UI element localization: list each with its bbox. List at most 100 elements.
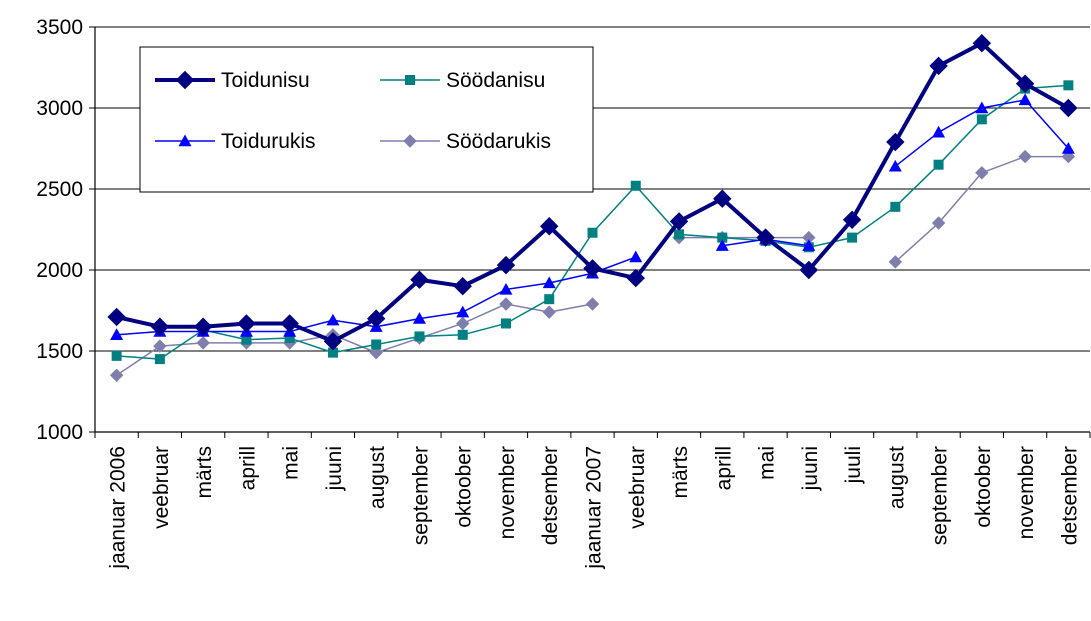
legend-item-Toidurukis: Toidurukis [155, 130, 316, 153]
y-tick-label: 1000 [36, 421, 83, 444]
data-point [457, 329, 468, 340]
data-point [542, 276, 556, 289]
data-point [669, 212, 689, 231]
data-point [150, 317, 170, 336]
y-tick-label: 3500 [36, 16, 83, 39]
data-point [154, 354, 165, 365]
series-layer [107, 33, 1078, 383]
data-point [196, 336, 210, 350]
legend: Toidunisu Söödanisu Toidurukis Söödarukis [139, 46, 594, 193]
data-point [410, 270, 429, 289]
series-line [116, 303, 593, 376]
data-point [802, 239, 816, 251]
data-point [369, 345, 383, 360]
data-point [1063, 80, 1074, 91]
data-point [326, 313, 340, 326]
y-tick-label: 1500 [36, 340, 83, 363]
x-tick-label: veebruar [626, 446, 649, 529]
data-point [587, 227, 598, 238]
data-point [847, 232, 858, 243]
data-point [499, 282, 513, 295]
x-tick-label: jaanuar 2006 [107, 446, 130, 570]
data-point [972, 33, 992, 53]
x-tick-label: juuni [799, 446, 822, 491]
data-point [717, 232, 728, 243]
legend-marker [405, 75, 415, 85]
x-tick-label: aprill [236, 446, 259, 490]
data-point [1061, 142, 1075, 154]
data-point [284, 333, 295, 344]
data-point [799, 260, 819, 280]
data-point [756, 228, 775, 247]
data-point [713, 189, 732, 208]
x-tick-label: märts [193, 446, 216, 499]
data-point [888, 255, 903, 269]
data-point [674, 229, 685, 240]
data-point [629, 250, 643, 263]
x-tick-label: detsember [1058, 446, 1081, 545]
data-point [715, 239, 729, 251]
legend-label: Toidurukis [221, 130, 316, 153]
data-point [453, 276, 472, 296]
data-point [193, 317, 213, 336]
data-point [626, 268, 645, 288]
data-point [886, 132, 905, 152]
data-point [585, 297, 600, 311]
data-point [540, 217, 559, 236]
x-tick-label: august [885, 446, 908, 509]
data-point [931, 216, 946, 230]
data-point [933, 159, 944, 170]
data-point [456, 305, 470, 318]
data-point [414, 331, 425, 342]
data-point [542, 305, 556, 319]
data-point [1015, 74, 1035, 93]
data-point [975, 101, 989, 114]
x-tick-label: mai [756, 446, 779, 480]
x-tick-label: detsember [539, 446, 562, 545]
data-point [371, 339, 382, 350]
x-tick-label: november [496, 446, 519, 539]
data-point [890, 201, 901, 212]
x-tick-label: oktoober [972, 446, 995, 528]
data-point [583, 259, 602, 278]
legend-item-Söödarukis: Söödarukis [380, 130, 551, 153]
data-point [241, 334, 252, 345]
x-tick-label: oktoober [453, 446, 476, 528]
data-point [932, 125, 946, 138]
data-point [323, 332, 343, 351]
legend-marker [175, 70, 195, 90]
data-point [630, 180, 641, 191]
y-axis-ticks: 1000 1500 2000 2500 3000 3500 [36, 16, 95, 444]
data-point [237, 314, 256, 333]
data-point [327, 347, 338, 358]
x-tick-label: november [1015, 446, 1038, 539]
data-point [496, 255, 516, 275]
data-point [366, 309, 386, 328]
data-point [280, 314, 299, 333]
data-point [1059, 98, 1078, 118]
data-point [500, 318, 511, 329]
data-point [110, 328, 124, 340]
data-point [888, 159, 902, 172]
y-tick-label: 2500 [36, 178, 83, 201]
x-tick-label: september [929, 446, 952, 545]
x-tick-label: september [409, 446, 432, 545]
data-point [107, 307, 126, 327]
y-tick-label: 3000 [36, 97, 83, 120]
y-tick-label: 2000 [36, 259, 83, 282]
x-tick-label: aprill [712, 446, 735, 490]
legend-label: Söödanisu [446, 69, 545, 92]
x-tick-label: veebruar [150, 446, 173, 529]
data-point [111, 350, 122, 361]
x-tick-label: august [366, 446, 389, 509]
legend-label: Toidunisu [221, 69, 310, 92]
data-point [153, 339, 167, 353]
series-Toidunisu [107, 33, 1078, 351]
legend-box [139, 46, 594, 193]
legend-label: Söödarukis [446, 130, 551, 153]
data-point [1018, 149, 1032, 164]
data-point [975, 166, 989, 180]
data-point [976, 114, 987, 125]
data-point [842, 210, 862, 229]
